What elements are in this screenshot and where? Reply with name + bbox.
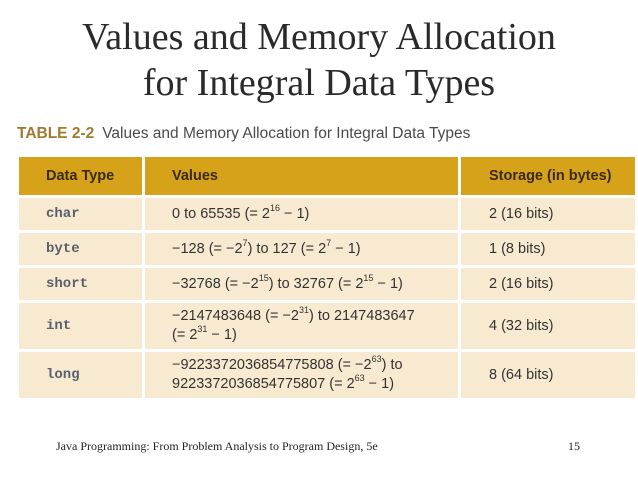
- cell-type: char: [19, 198, 145, 230]
- cell-values: −128 (= −27) to 127 (= 27 − 1): [145, 233, 461, 265]
- table-row: char 0 to 65535 (= 216 − 1) 2 (16 bits): [19, 198, 635, 230]
- header-storage: Storage (in bytes): [461, 157, 635, 195]
- table-row: long −9223372036854775808 (= −263) to 922…: [19, 352, 635, 398]
- cell-values: −2147483648 (= −231) to 2147483647 (= 231…: [145, 303, 461, 349]
- slide-footer: Java Programming: From Problem Analysis …: [56, 439, 378, 453]
- integral-types-table-wrapper: Data Type Values Storage (in bytes) char…: [19, 154, 635, 401]
- slide-title-line2: for Integral Data Types: [142, 62, 496, 104]
- cell-type: long: [19, 352, 145, 398]
- table-caption-label: TABLE 2-2: [17, 125, 95, 142]
- table-caption: TABLE 2-2 Values and Memory Allocation fo…: [17, 125, 470, 143]
- table-header-row: Data Type Values Storage (in bytes): [19, 157, 635, 195]
- table-caption-text: Values and Memory Allocation for Integra…: [102, 125, 471, 142]
- cell-values: −9223372036854775808 (= −263) to 92233720…: [145, 352, 461, 398]
- cell-storage: 8 (64 bits): [461, 352, 635, 398]
- slide-title-line1: Values and Memory Allocation: [82, 16, 556, 58]
- cell-type: byte: [19, 233, 145, 265]
- cell-storage: 4 (32 bits): [461, 303, 635, 349]
- header-values: Values: [145, 157, 461, 195]
- cell-storage: 1 (8 bits): [461, 233, 635, 265]
- cell-storage: 2 (16 bits): [461, 268, 635, 300]
- cell-storage: 2 (16 bits): [461, 198, 635, 230]
- page-number: 15: [568, 439, 580, 453]
- cell-type: int: [19, 303, 145, 349]
- cell-values: 0 to 65535 (= 216 − 1): [145, 198, 461, 230]
- slide-title: Values and Memory Allocation for Integra…: [0, 14, 638, 106]
- header-data-type: Data Type: [19, 157, 145, 195]
- integral-types-table: Data Type Values Storage (in bytes) char…: [19, 154, 635, 401]
- table-row: short −32768 (= −215) to 32767 (= 215 − …: [19, 268, 635, 300]
- table-row: int −2147483648 (= −231) to 2147483647 (=…: [19, 303, 635, 349]
- cell-type: short: [19, 268, 145, 300]
- cell-values: −32768 (= −215) to 32767 (= 215 − 1): [145, 268, 461, 300]
- table-row: byte −128 (= −27) to 127 (= 27 − 1) 1 (8…: [19, 233, 635, 265]
